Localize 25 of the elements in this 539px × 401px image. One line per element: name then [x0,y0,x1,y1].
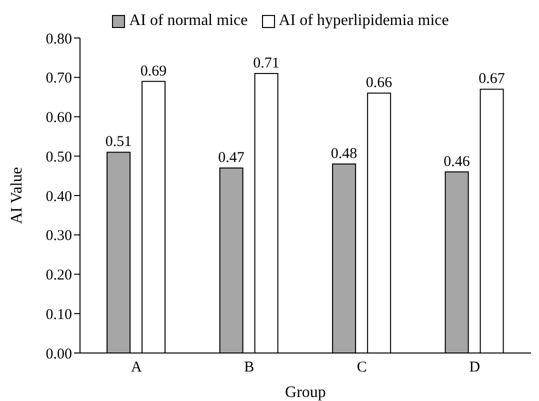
y-tick-label: 0.30 [46,228,72,244]
data-label: 0.48 [330,146,358,162]
x-tick-label: C [356,360,367,376]
data-label: 0.69 [140,63,167,80]
y-tick-label: 0.80 [46,31,72,48]
x-tick-label: D [469,360,480,376]
x-tick-label: B [244,360,254,376]
y-axis-title: AI Value [8,166,26,224]
data-label: 0.67 [478,71,506,88]
x-tick-label: A [130,360,142,376]
y-tick-label: 0.70 [46,70,72,87]
data-label: 0.46 [444,154,470,170]
y-tick-label: 0.40 [46,188,72,205]
x-axis-title: Group [285,384,326,401]
y-tick-label: 0.10 [46,306,72,323]
y-tick-label: 0.50 [46,149,72,166]
legend-label: AI of normal mice [129,12,248,30]
data-label: 0.47 [218,150,245,166]
y-tick-label: 0.60 [46,110,72,126]
y-tick-label: 0.20 [46,268,72,284]
y-tick-label: 0.00 [46,346,72,362]
legend-label: AI of hyperlipidemia mice [278,12,449,30]
data-label: 0.71 [253,55,280,72]
data-label: 0.66 [366,75,393,92]
data-label: 0.51 [105,134,132,150]
